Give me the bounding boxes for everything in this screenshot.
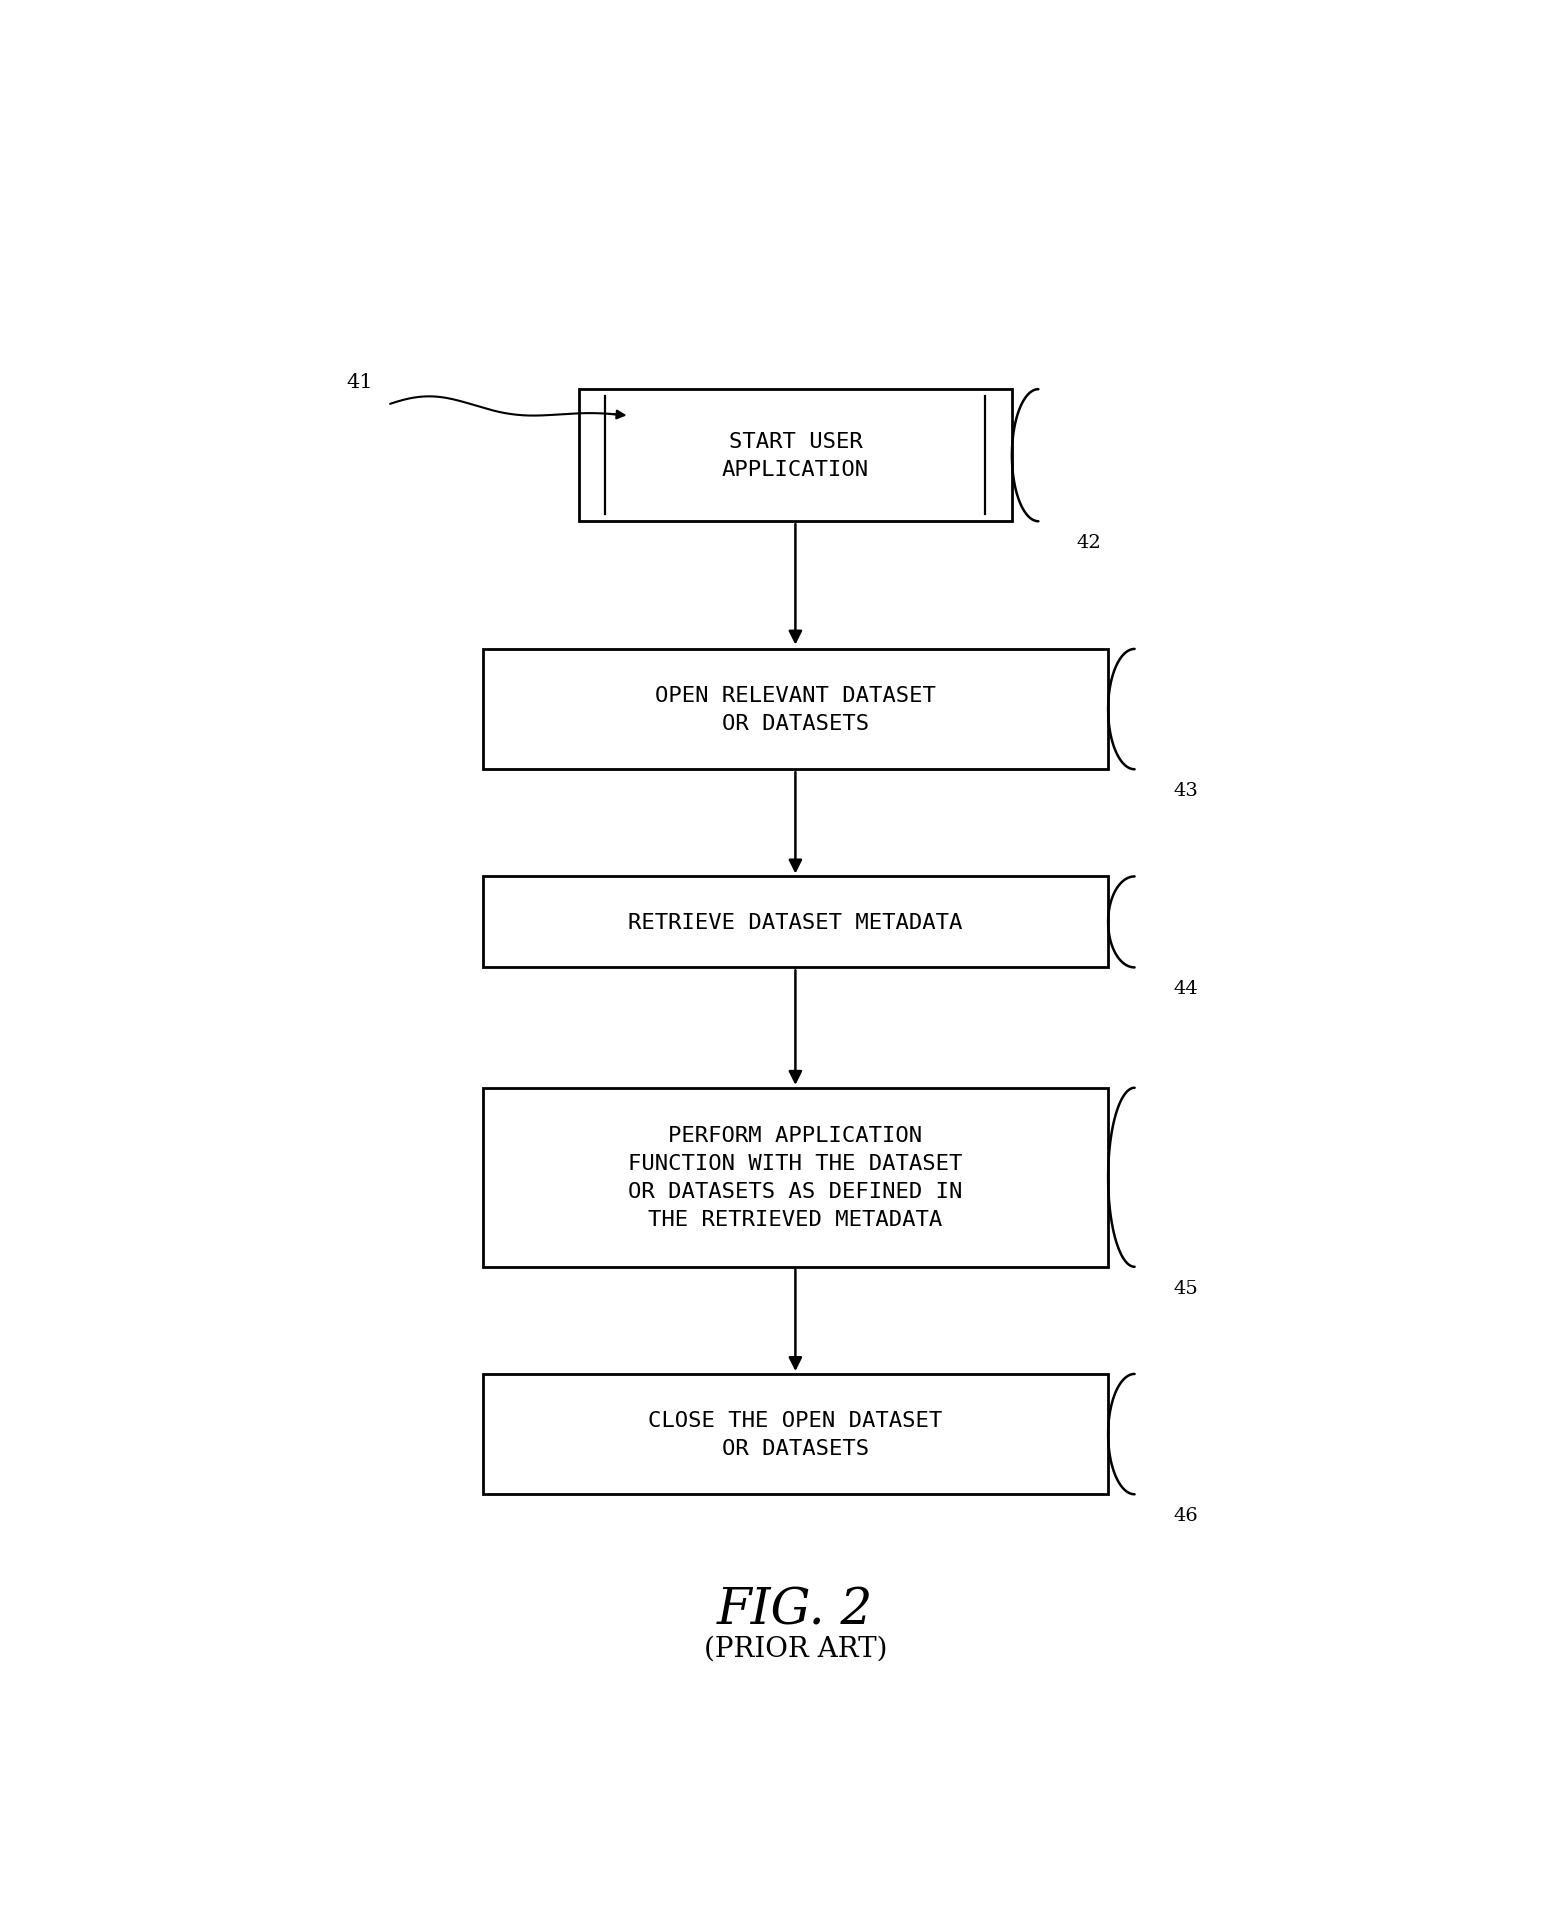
- Text: FIG. 2: FIG. 2: [717, 1585, 874, 1634]
- Text: PERFORM APPLICATION
FUNCTION WITH THE DATASET
OR DATASETS AS DEFINED IN
THE RETR: PERFORM APPLICATION FUNCTION WITH THE DA…: [629, 1126, 962, 1229]
- Bar: [483, 876, 1108, 968]
- Text: OPEN RELEVANT DATASET
OR DATASETS: OPEN RELEVANT DATASET OR DATASETS: [655, 686, 936, 733]
- Text: 41: 41: [346, 373, 374, 392]
- Bar: [483, 650, 1108, 770]
- Text: 45: 45: [1173, 1278, 1198, 1297]
- Bar: [483, 1088, 1108, 1267]
- Bar: [579, 391, 1012, 522]
- Text: (PRIOR ART): (PRIOR ART): [703, 1634, 888, 1661]
- Text: CLOSE THE OPEN DATASET
OR DATASETS: CLOSE THE OPEN DATASET OR DATASETS: [649, 1410, 942, 1459]
- Text: RETRIEVE DATASET METADATA: RETRIEVE DATASET METADATA: [629, 912, 962, 932]
- Text: START USER
APPLICATION: START USER APPLICATION: [722, 432, 869, 480]
- Text: 42: 42: [1077, 533, 1102, 552]
- Text: 44: 44: [1173, 979, 1198, 998]
- Text: 43: 43: [1173, 781, 1198, 800]
- Bar: [483, 1374, 1108, 1495]
- Text: 46: 46: [1173, 1507, 1198, 1524]
